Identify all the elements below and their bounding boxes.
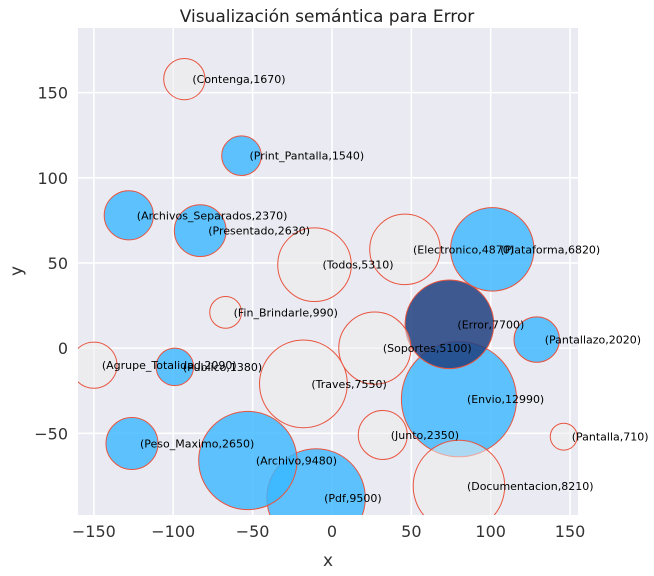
bubble-label-soportes: (Soportes,5100) <box>383 342 472 355</box>
bubble-label-pantalla: (Pantalla,710) <box>572 431 649 444</box>
bubble-archivo <box>198 410 298 511</box>
y-axis-label: y <box>7 266 27 276</box>
bubble-contenga <box>163 57 206 101</box>
bubble-label-publico: (Publico,1380) <box>183 361 262 374</box>
bubble-label-presentado: (Presentado,2630) <box>208 225 310 238</box>
bubble-error <box>404 279 495 370</box>
bubble-traves <box>259 339 348 429</box>
x-tick-label: −50 <box>236 522 270 541</box>
x-tick-label: 0 <box>327 522 337 541</box>
bubble-print-pantalla <box>221 135 262 177</box>
bubble-label-contenga: (Contenga,1670) <box>192 73 285 86</box>
bubble-fin-brindarle <box>209 295 243 329</box>
bubble-label-pantallazo: (Pantallazo,2020) <box>545 334 641 347</box>
y-tick-label: 0 <box>58 339 68 358</box>
bubble-soportes <box>338 311 412 385</box>
y-axis-ticks: −50 0 50 100 150 <box>34 84 68 444</box>
bubble-presentado <box>173 204 227 258</box>
bubble-publico <box>155 347 195 387</box>
x-axis-ticks: −150 −100 −50 0 50 100 150 <box>72 522 585 541</box>
bubble-peso-maximo <box>105 416 159 470</box>
bubble-label-print-pantalla: (Print_Pantalla,1540) <box>249 150 364 163</box>
bubble-archivos-separados <box>103 190 154 241</box>
bubble-pantalla <box>549 422 578 451</box>
bubble-label-traves: (Traves,7550) <box>311 378 386 391</box>
bubble-documentacion <box>412 439 506 515</box>
y-tick-label: 100 <box>37 169 68 188</box>
bubble-label-archivos-separados: (Archivos_Separados,2370) <box>137 209 288 222</box>
bubble-label-pdf: (Pdf,9500) <box>324 492 382 505</box>
bubble-label-fin-brindarle: (Fin_Brindarle,990) <box>234 306 338 319</box>
x-axis-label: x <box>323 551 333 571</box>
y-tick-label: −50 <box>34 424 68 443</box>
y-tick-label: 50 <box>48 254 68 273</box>
bubble-label-junto: (Junto,2350) <box>391 429 459 442</box>
bubble-label-documentacion: (Documentacion,8210) <box>467 480 594 493</box>
bubble-label-peso-maximo: (Peso_Maximo,2650) <box>140 437 254 450</box>
bubble-label-layer: (Contenga,1670) (Print_Pantalla,1540) (Arc… <box>102 73 649 505</box>
x-tick-label: −150 <box>72 522 116 541</box>
bubble-electronico <box>369 213 441 286</box>
x-tick-label: 100 <box>475 522 506 541</box>
bubble-label-envio: (Envio,12990) <box>467 393 544 406</box>
bubble-todos <box>277 227 352 302</box>
bubble-label-agrupe-totalidad: (Agrupe_Totalidad,2090) <box>102 359 237 372</box>
bubble-agrupe-totalidad <box>78 341 118 389</box>
bubble-label-error: (Error,7700) <box>457 318 524 331</box>
bubble-pantallazo <box>513 316 560 363</box>
bubble-junto <box>357 409 408 460</box>
bubble-layer <box>78 57 578 515</box>
bubble-label-electronico: (Electronico,4870) <box>413 243 514 256</box>
y-tick-label: 150 <box>37 84 68 103</box>
x-tick-label: 150 <box>555 522 586 541</box>
bubble-label-plataforma: (Plataforma,6820) <box>500 243 600 256</box>
x-tick-label: −100 <box>151 522 195 541</box>
bubble-plataforma <box>450 207 535 292</box>
chart-title: Visualización semántica para Error <box>180 7 475 27</box>
bubble-label-archivo: (Archivo,9480) <box>256 455 337 468</box>
x-tick-label: 50 <box>401 522 421 541</box>
bubble-label-todos: (Todos,5310) <box>323 259 394 272</box>
